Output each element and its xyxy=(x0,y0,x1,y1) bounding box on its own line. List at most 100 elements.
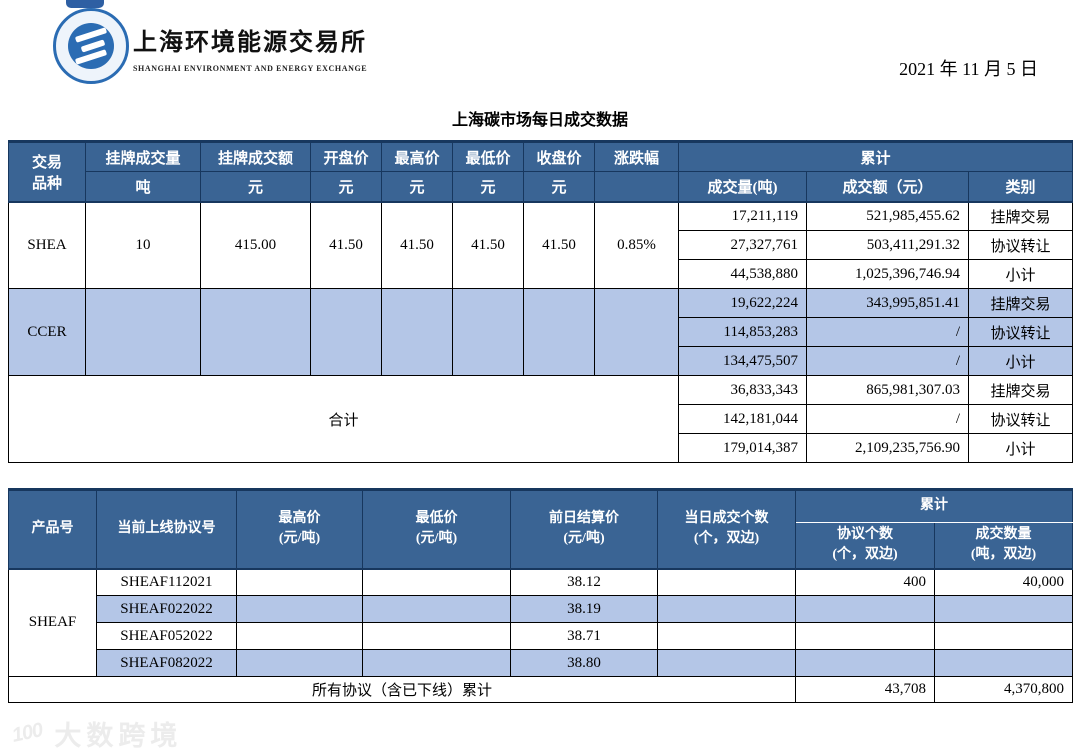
cum-amount: 2,109,235,756.90 xyxy=(806,433,969,463)
table-row: 142,181,044 / 协议转让 xyxy=(9,404,1074,434)
table-row: SHEAF SHEAF112021 38.12 400 40,000 xyxy=(8,568,1073,677)
shea-high: 41.50 xyxy=(381,201,453,289)
unit-yuan: 元 xyxy=(452,171,524,202)
cum-qty: 40,000 xyxy=(934,568,1073,596)
col-header-close: 收盘价 xyxy=(523,141,595,172)
daily-count xyxy=(657,622,796,650)
cum-qty xyxy=(934,649,1073,677)
total-cum-count: 43,708 xyxy=(795,676,935,703)
cum-amount: / xyxy=(806,404,969,434)
unit-empty xyxy=(594,171,679,202)
sheaf-products-table: 产品号 当前上线协议号 最高价 (元/吨) 最低价 (元/吨) 前日结算价 (元/吨)… xyxy=(8,488,1073,703)
daily-count xyxy=(657,568,796,596)
col-header-protocol: 当前上线协议号 xyxy=(96,489,237,569)
table-row: 179,014,387 2,109,235,756.90 小计 xyxy=(9,433,1074,463)
cum-amount: / xyxy=(806,346,969,376)
col-header-cum-volume: 成交量(吨) xyxy=(678,171,807,202)
settle-value: 38.19 xyxy=(510,595,658,623)
col-header-product: 产品号 xyxy=(8,489,97,569)
cum-amount: 1,025,396,746.94 xyxy=(806,259,969,289)
ccer-low xyxy=(452,288,524,376)
shea-close: 41.50 xyxy=(523,201,595,289)
col-header-cumulative: 累计 xyxy=(795,489,1073,523)
ccer-change xyxy=(594,288,679,376)
total-cum-qty: 4,370,800 xyxy=(934,676,1073,703)
col-header-prev-settle: 前日结算价 (元/吨) xyxy=(510,489,658,569)
low-value xyxy=(362,622,511,650)
cum-category: 小计 xyxy=(967,259,1074,289)
cum-qty xyxy=(934,622,1073,650)
unit-yuan: 元 xyxy=(310,171,382,202)
table-row: 所有协议（含已下线）累计 43,708 4,370,800 xyxy=(8,676,1073,703)
cum-amount: 865,981,307.03 xyxy=(806,375,969,405)
cum-volume: 27,327,761 xyxy=(678,230,807,260)
col-header-listed-amount: 挂牌成交额 xyxy=(200,141,311,172)
table-row: SHEAF082022 38.80 xyxy=(9,649,1073,677)
protocol-id: SHEAF082022 xyxy=(96,649,237,677)
cum-amount: 343,995,851.41 xyxy=(806,288,969,318)
protocol-id: SHEAF112021 xyxy=(96,568,237,596)
high-value xyxy=(236,649,363,677)
table-row: SHEA 10 415.00 41.50 41.50 41.50 41.50 0… xyxy=(8,201,1074,289)
ccer-amount xyxy=(200,288,311,376)
col-header-change: 涨跌幅 xyxy=(594,141,679,172)
cum-count: 400 xyxy=(795,568,935,596)
settle-value: 38.12 xyxy=(510,568,658,596)
cum-amount: 521,985,455.62 xyxy=(806,201,969,231)
col-header-cum-amount: 成交额（元） xyxy=(806,171,969,202)
org-name-cn: 上海环境能源交易所 xyxy=(133,29,367,56)
table-row: SHEAF052022 38.71 xyxy=(9,622,1073,650)
col-header-low: 最低价 (元/吨) xyxy=(362,489,511,569)
cum-category: 协议转让 xyxy=(967,230,1074,260)
shea-change: 0.85% xyxy=(594,201,679,289)
ccer-open xyxy=(310,288,382,376)
shea-amount: 415.00 xyxy=(200,201,311,289)
watermark: 100 大数跨境 xyxy=(9,714,182,753)
col-header-high: 最高价 (元/吨) xyxy=(236,489,363,569)
unit-yuan: 元 xyxy=(381,171,453,202)
cum-category: 小计 xyxy=(967,433,1074,463)
variety-shea: SHEA xyxy=(8,201,86,289)
cum-volume: 19,622,224 xyxy=(678,288,807,318)
unit-yuan: 元 xyxy=(523,171,595,202)
daily-count xyxy=(657,595,796,623)
col-header-listed-volume: 挂牌成交量 xyxy=(85,141,201,172)
unit-yuan: 元 xyxy=(200,171,311,202)
ccer-close xyxy=(523,288,595,376)
high-value xyxy=(236,568,363,596)
high-value xyxy=(236,622,363,650)
cum-count xyxy=(795,622,935,650)
org-identity: 上海环境能源交易所 SHANGHAI ENVIRONMENT AND ENERG… xyxy=(133,22,367,73)
exchange-logo-emblem xyxy=(68,23,114,69)
protocol-id: SHEAF052022 xyxy=(96,622,237,650)
cum-category: 挂牌交易 xyxy=(967,288,1074,318)
protocol-id: SHEAF022022 xyxy=(96,595,237,623)
col-header-category: 类别 xyxy=(967,171,1074,202)
col-header-cum-qty: 成交数量 (吨，双边) xyxy=(934,522,1073,569)
cum-category: 小计 xyxy=(967,346,1074,376)
all-protocols-total-label: 所有协议（含已下线）累计 xyxy=(8,676,796,703)
cum-category: 协议转让 xyxy=(967,317,1074,347)
col-header-low: 最低价 xyxy=(452,141,524,172)
product-sheaf: SHEAF xyxy=(8,568,97,677)
table-row: 44,538,880 1,025,396,746.94 小计 xyxy=(9,259,1074,289)
cum-volume: 179,014,387 xyxy=(678,433,807,463)
cum-volume: 17,211,119 xyxy=(678,201,807,231)
low-value xyxy=(362,595,511,623)
col-header-cumulative: 累计 xyxy=(677,141,1074,172)
shea-open: 41.50 xyxy=(310,201,382,289)
cum-count xyxy=(795,649,935,677)
col-header-open: 开盘价 xyxy=(310,141,382,172)
cum-amount: 503,411,291.32 xyxy=(806,230,969,260)
daily-count xyxy=(657,649,796,677)
table-row: 114,853,283 / 协议转让 xyxy=(9,317,1074,347)
cum-volume: 134,475,507 xyxy=(678,346,807,376)
total-label: 合计 xyxy=(8,375,679,463)
settle-value: 38.71 xyxy=(510,622,658,650)
cum-volume: 44,538,880 xyxy=(678,259,807,289)
cum-volume: 114,853,283 xyxy=(678,317,807,347)
watermark-100-icon: 100 xyxy=(9,719,45,747)
top-blue-tab xyxy=(66,0,104,8)
low-value xyxy=(362,649,511,677)
